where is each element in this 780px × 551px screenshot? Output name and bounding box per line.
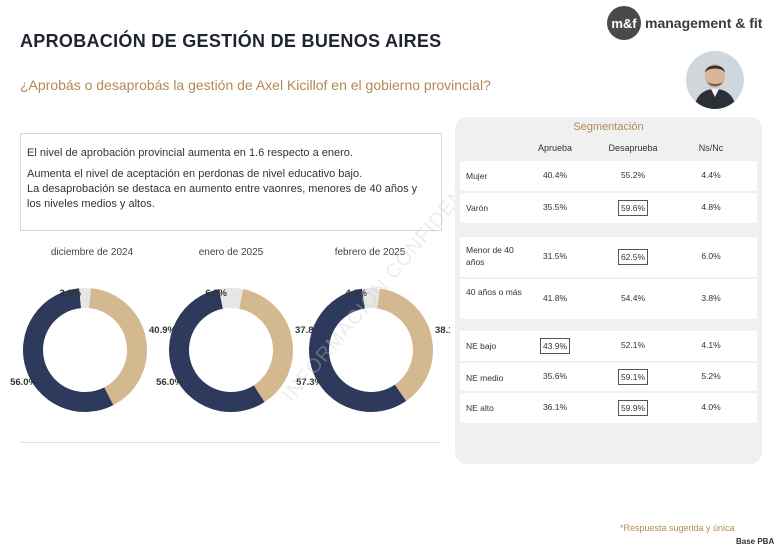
- segment-value: 55.2%: [620, 170, 646, 180]
- segment-value: 40.4%: [542, 170, 568, 180]
- segment-row: NE alto 36.1% 59.9% 4.0%: [460, 393, 757, 423]
- column-header-nsnc: Ns/Nc: [698, 143, 724, 153]
- segment-cell: 5.2%: [676, 369, 746, 383]
- donut-label-feb-2025-nsnc: 4.6%: [345, 288, 367, 299]
- segment-value: 4.4%: [701, 170, 721, 180]
- footnote: *Respuesta sugerida y única: [620, 523, 735, 533]
- logo-text: management & fit: [645, 15, 763, 31]
- segment-row: NE medio 35.6% 59.1% 5.2%: [460, 363, 757, 391]
- segment-cell: 40.4%: [520, 168, 590, 182]
- segment-value: 4.8%: [701, 202, 721, 212]
- donut-label-feb-2025-desaprueba: 57.3%: [296, 377, 323, 388]
- donut-slice-dec-2024-desaprueba: [23, 288, 114, 412]
- donut-label-dec-2024-desaprueba: 56.0%: [10, 377, 37, 388]
- donut-slice-feb-2025-nsnc: [362, 288, 380, 309]
- donut-label-jan-2025-aprueba: 37.8%: [295, 325, 322, 336]
- segment-cell: 4.8%: [676, 200, 746, 214]
- segment-cell: 55.2%: [598, 168, 668, 182]
- segment-value: 62.5%: [617, 249, 649, 265]
- donut-slice-jan-2025-desaprueba: [169, 289, 265, 412]
- segment-cell: 36.1%: [520, 400, 590, 414]
- segment-label: NE medio: [466, 373, 504, 383]
- segment-value: 31.5%: [542, 251, 568, 261]
- segment-value: 52.1%: [620, 340, 646, 350]
- survey-question: ¿Aprobás o desaprobás la gestión de Axel…: [20, 77, 491, 93]
- column-header-desaprueba: Desaprueba: [608, 143, 658, 153]
- politician-photo: [686, 51, 744, 109]
- donut-label-jan-2025-desaprueba: 56.0%: [156, 377, 183, 388]
- segment-value: 59.1%: [617, 369, 649, 385]
- segment-value: 36.1%: [542, 402, 568, 412]
- donut-label-dec-2024-aprueba: 40.9%: [149, 325, 176, 336]
- segment-label: NE alto: [466, 403, 494, 413]
- donut-label-dec-2024-nsnc: 3.0%: [59, 288, 81, 299]
- segment-value: 54.4%: [620, 293, 646, 303]
- divider: [20, 442, 440, 443]
- donut-slice-jan-2025-nsnc: [219, 288, 243, 309]
- segment-value: 4.1%: [701, 340, 721, 350]
- segment-cell: 59.9%: [598, 400, 668, 416]
- segment-cell: 59.6%: [598, 200, 668, 216]
- segment-value: 4.0%: [701, 402, 721, 412]
- segment-cell: 59.1%: [598, 369, 668, 385]
- logo-mark: m&f: [607, 6, 641, 40]
- summary-box: El nivel de aprobación provincial aument…: [20, 133, 442, 231]
- segment-cell: 35.6%: [520, 369, 590, 383]
- segment-cell: 62.5%: [598, 249, 668, 265]
- donut-slice-jan-2025-aprueba: [238, 289, 293, 403]
- segment-value: 43.9%: [539, 338, 571, 354]
- donut-label-feb-2025-aprueba: 38.1%: [435, 325, 450, 336]
- segment-label: NE bajo: [466, 341, 497, 351]
- page-title: APROBACIÓN DE GESTIÓN DE BUENOS AIRES: [20, 31, 442, 51]
- segment-row: Varón 35.5% 59.6% 4.8%: [460, 193, 757, 223]
- summary-line-2b: La desaprobación se destaca en aumento e…: [27, 183, 418, 195]
- segment-row: NE bajo 43.9% 52.1% 4.1%: [460, 331, 757, 361]
- segmentation-title: Segmentación: [573, 121, 644, 133]
- brand-logo: m&f management & fit: [607, 6, 762, 40]
- segment-cell: 3.8%: [676, 291, 746, 305]
- segment-row: Mujer 40.4% 55.2% 4.4%: [460, 161, 757, 191]
- donut-label-jan-2025-nsnc: 6.2%: [205, 288, 227, 299]
- donut-title-jan-2025: enero de 2025: [198, 247, 264, 258]
- donut-title-feb-2025: febrero de 2025: [334, 247, 406, 258]
- segment-value: 5.2%: [701, 371, 721, 381]
- summary-line-2a: Aumenta el nivel de aceptación en perdon…: [27, 168, 363, 180]
- segment-value: 41.8%: [542, 293, 568, 303]
- donut-slice-feb-2025-aprueba: [376, 288, 433, 402]
- segment-cell: 31.5%: [520, 249, 590, 263]
- segment-cell: 4.4%: [676, 168, 746, 182]
- segment-cell: 54.4%: [598, 291, 668, 305]
- segment-label: Menor de 40 años: [466, 245, 514, 267]
- segment-row: Menor de 40 años 31.5% 62.5% 6.0%: [460, 237, 757, 277]
- segment-value: 59.9%: [617, 400, 649, 416]
- segment-value: 35.6%: [542, 371, 568, 381]
- segmentation-panel: Segmentación Aprueba Desaprueba Ns/Nc Mu…: [455, 117, 762, 464]
- summary-paragraph-1: El nivel de aprobación provincial aument…: [27, 147, 353, 159]
- segment-cell: 41.8%: [520, 291, 590, 305]
- donut-charts: 3.0% 40.9% 56.0% 6.2% 37.8% 56.0% 4.6% 38.1% 57.…: [10, 288, 450, 412]
- segment-label: 40 años o más: [466, 287, 522, 297]
- summary-line-2c: los niveles medios y altos.: [27, 198, 155, 210]
- donut-slice-feb-2025-desaprueba: [309, 288, 407, 412]
- segment-cell: 35.5%: [520, 200, 590, 214]
- donut-slice-dec-2024-aprueba: [88, 288, 147, 406]
- segment-value: 6.0%: [701, 251, 721, 261]
- base-label: Base PBA: [736, 537, 775, 546]
- segment-value: 35.5%: [542, 202, 568, 212]
- segment-row: 40 años o más 41.8% 54.4% 3.8%: [460, 279, 757, 319]
- segment-cell: 4.1%: [676, 338, 746, 352]
- column-header-aprueba: Aprueba: [537, 143, 573, 153]
- segment-value: 59.6%: [617, 200, 649, 216]
- segment-cell: 6.0%: [676, 249, 746, 263]
- segment-label: Varón: [466, 203, 489, 213]
- segment-cell: 52.1%: [598, 338, 668, 352]
- segment-cell: 43.9%: [520, 338, 590, 354]
- donut-title-dec-2024: diciembre de 2024: [50, 247, 134, 258]
- segment-label: Mujer: [466, 171, 488, 181]
- segment-value: 3.8%: [701, 293, 721, 303]
- segment-cell: 4.0%: [676, 400, 746, 414]
